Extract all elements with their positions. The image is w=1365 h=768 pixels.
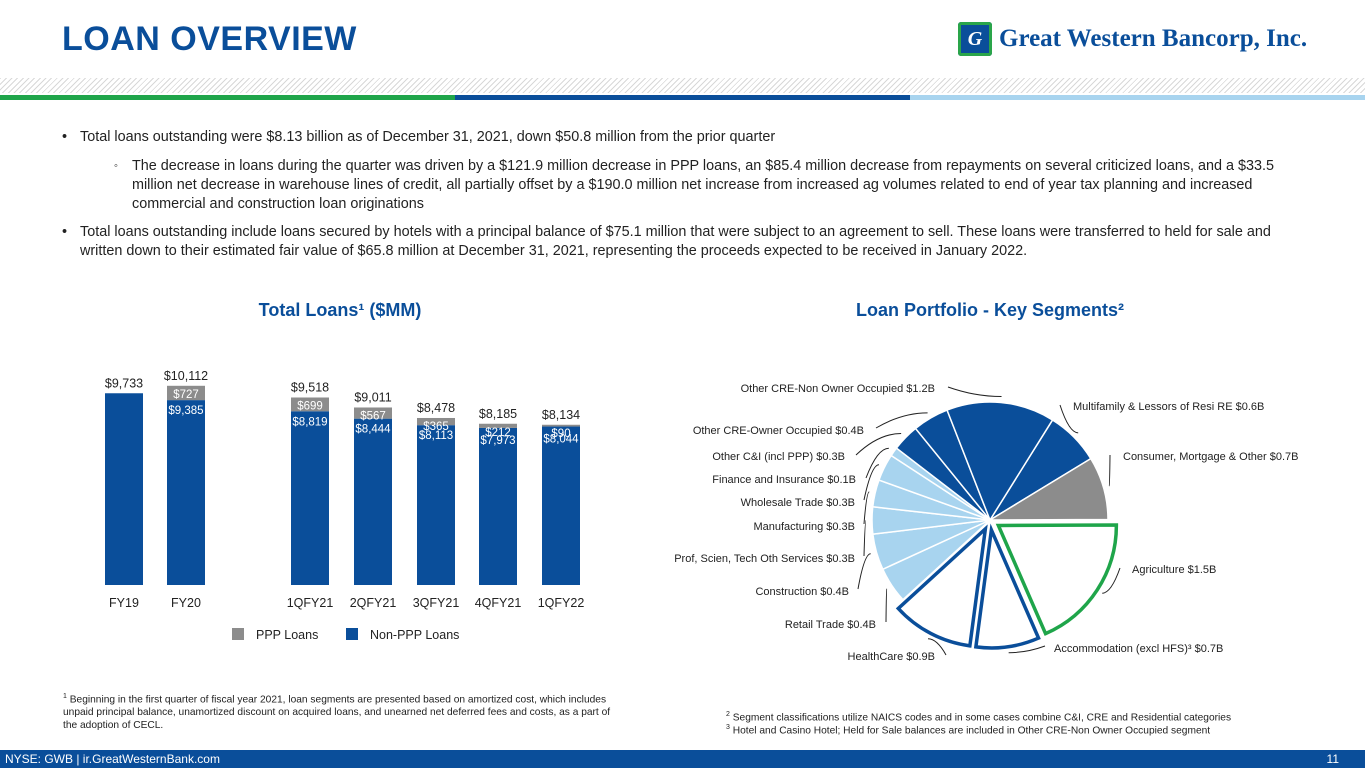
bullet-text: Total loans outstanding include loans se… (80, 224, 1271, 259)
non-ppp-value-label: $7,973 (480, 435, 515, 447)
x-axis-tick-label: FY19 (109, 596, 139, 610)
bar-ppp (354, 407, 392, 419)
footnote-marker: 1 (63, 693, 67, 700)
x-axis-tick-label: FY20 (171, 596, 201, 610)
non-ppp-value-label: $8,113 (419, 430, 453, 442)
footnote-3-text: Hotel and Casino Hotel; Held for Sale ba… (732, 725, 1211, 737)
legend-swatch-ppp (232, 628, 244, 640)
footnote-1: 1 Beginning in the first quarter of fisc… (63, 690, 623, 732)
summary-bullets: • Total loans outstanding were $8.13 bil… (62, 128, 1302, 261)
non-ppp-value-label: $8,819 (292, 416, 327, 428)
bar-non-ppp (167, 400, 205, 585)
footnote-marker: 2 (726, 711, 730, 718)
header-stripe-green (0, 95, 455, 100)
non-ppp-value-label: $9,385 (168, 405, 203, 417)
header-stripe-light-blue (910, 95, 1365, 100)
bullet-total-loans: • Total loans outstanding were $8.13 bil… (62, 128, 1302, 147)
x-axis-tick-label: 4QFY21 (475, 596, 522, 610)
page-number: 11 (1326, 752, 1339, 766)
bar-chart-title: Total Loans¹ ($MM) (258, 300, 422, 320)
bar-ppp (167, 385, 205, 401)
header-hatch-divider (0, 78, 1365, 93)
bar-non-ppp (105, 393, 143, 585)
bar-ppp (479, 423, 517, 428)
non-ppp-value-label: $8,044 (543, 434, 579, 446)
bullet-hotel-loans: • Total loans outstanding include loans … (62, 223, 1302, 261)
total-value-label: $8,478 (417, 401, 455, 415)
bar-ppp (291, 397, 329, 412)
x-axis-tick-label: 2QFY21 (350, 596, 397, 610)
page-title: LOAN OVERVIEW (62, 20, 357, 58)
ppp-value-label: $212 (485, 427, 511, 439)
bar-non-ppp (354, 418, 392, 585)
total-value-label: $10,112 (164, 369, 208, 383)
bar-non-ppp (417, 425, 455, 585)
bar-ppp (542, 424, 580, 427)
x-axis-tick-label: 1QFY22 (538, 596, 585, 610)
bullet-text: Total loans outstanding were $8.13 billi… (80, 129, 776, 145)
legend-label-non-ppp: Non-PPP Loans (370, 628, 459, 642)
bullet-dot-icon: • (62, 224, 68, 240)
total-value-label: $9,733 (105, 376, 143, 390)
bar-ppp (417, 417, 455, 426)
legend-label-ppp: PPP Loans (256, 628, 318, 642)
footnote-1-text: Beginning in the first quarter of fiscal… (63, 694, 611, 732)
x-axis-tick-label: 1QFY21 (287, 596, 334, 610)
x-axis-tick-label: 3QFY21 (413, 596, 460, 610)
footer-ticker-link[interactable]: NYSE: GWB | ir.GreatWesternBank.com (5, 752, 220, 766)
total-value-label: $9,011 (354, 390, 391, 404)
total-value-label: $8,185 (479, 407, 517, 421)
sub-bullet-text: The decrease in loans during the quarter… (132, 158, 1275, 212)
bar-non-ppp (291, 411, 329, 585)
ppp-value-label: $699 (297, 400, 323, 412)
legend-swatch-non-ppp (346, 628, 358, 640)
header-stripe-blue (455, 95, 910, 100)
total-value-label: $8,134 (542, 408, 580, 422)
ppp-value-label: $567 (360, 410, 386, 422)
company-logo: G Great Western Bancorp, Inc. (958, 22, 1307, 56)
sub-bullet-dot-icon: ◦ (114, 160, 118, 172)
ppp-value-label: $365 (423, 421, 449, 433)
logo-mark-icon: G (958, 22, 992, 56)
bar-non-ppp (479, 427, 517, 585)
sub-bullet-decrease-drivers: ◦ The decrease in loans during the quart… (62, 157, 1302, 214)
total-value-label: $9,518 (291, 380, 329, 394)
bar-non-ppp (542, 426, 580, 585)
non-ppp-value-label: $8,444 (355, 424, 391, 436)
footnote-marker: 3 (726, 724, 730, 731)
bullet-dot-icon: • (62, 129, 68, 145)
footnote-3: 3 Hotel and Casino Hotel; Held for Sale … (726, 721, 1326, 737)
footnote-2: 2 Segment classifications utilize NAICS … (726, 708, 1326, 724)
logo-text: Great Western Bancorp, Inc. (999, 25, 1308, 52)
footer-bar: NYSE: GWB | ir.GreatWesternBank.com 11 (0, 750, 1365, 768)
pie-chart-title: Loan Portfolio - Key Segments² (855, 300, 1125, 320)
ppp-value-label: $727 (173, 389, 199, 401)
footnote-2-text: Segment classifications utilize NAICS co… (732, 712, 1232, 724)
ppp-value-label: $90 (551, 428, 570, 440)
